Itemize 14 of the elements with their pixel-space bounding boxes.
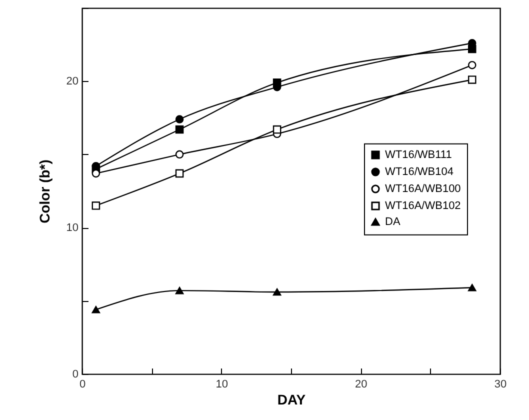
y-axis-title: Color (b*)	[36, 160, 52, 224]
x-axis-title: DAY	[277, 392, 306, 408]
y-tick-label: 20	[66, 76, 78, 88]
x-tick-label: 30	[494, 378, 507, 390]
y-tick-label: 10	[66, 222, 78, 234]
y-tick-label: 0	[72, 368, 78, 380]
legend-label: WT16A/WB100	[385, 182, 461, 195]
x-tick-label: 10	[216, 378, 228, 390]
legend-label: WT16A/WB102	[385, 200, 461, 212]
legend-label: WT16/WB111	[385, 148, 452, 161]
legend-label: WT16/WB104	[385, 166, 454, 178]
x-tick-label: 0	[79, 378, 86, 390]
legend-label: DA	[385, 216, 401, 228]
x-tick-label: 20	[355, 378, 368, 390]
